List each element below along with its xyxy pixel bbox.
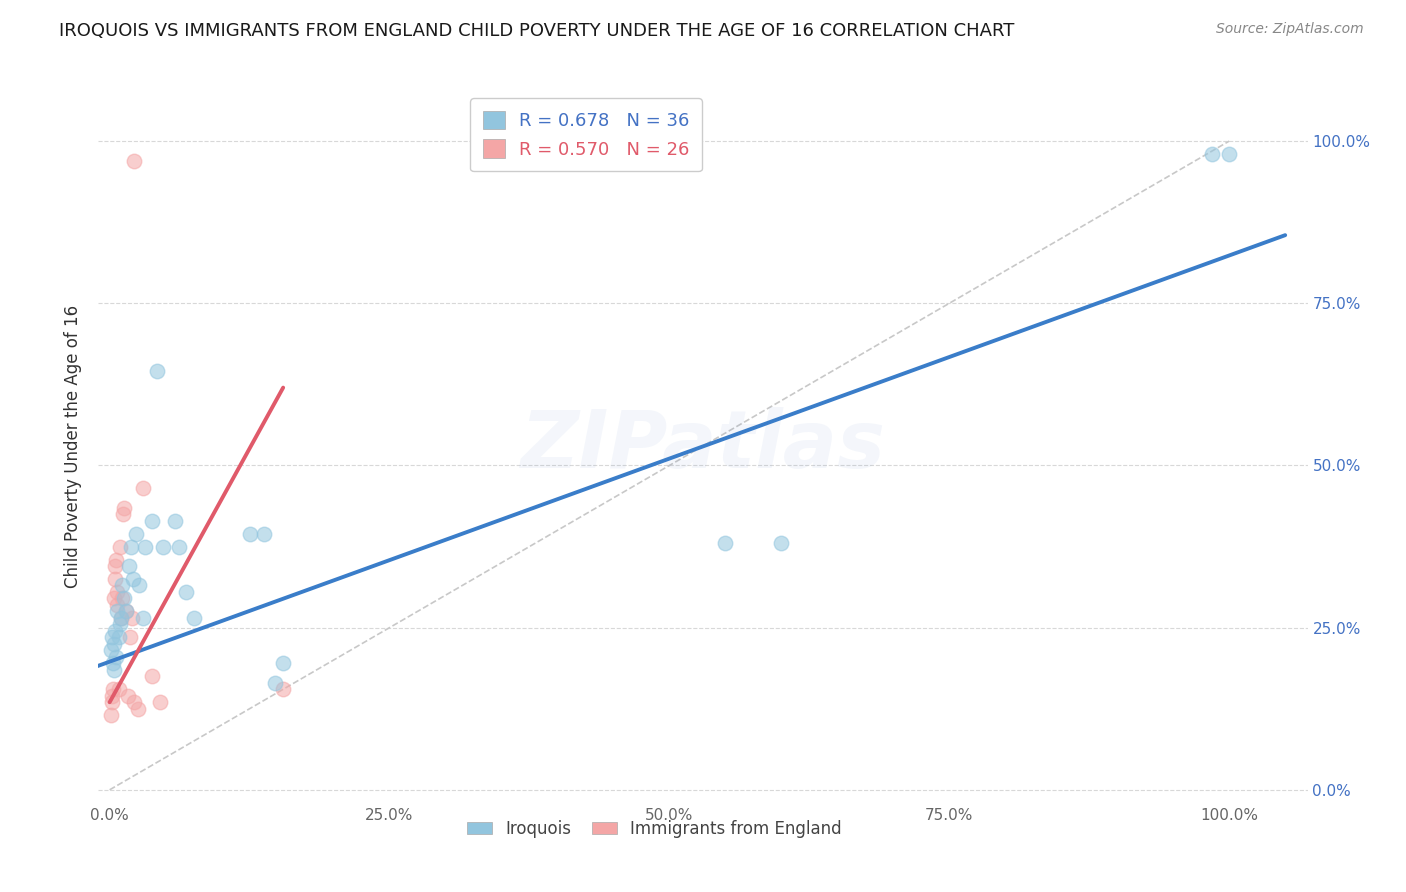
Point <box>107 604 129 618</box>
Legend: Iroquois, Immigrants from England: Iroquois, Immigrants from England <box>461 814 848 845</box>
Point <box>134 540 156 554</box>
Point <box>183 611 205 625</box>
Point <box>264 675 287 690</box>
Point <box>101 631 124 645</box>
Point <box>149 695 172 709</box>
Point <box>1201 147 1223 161</box>
Point <box>118 559 141 574</box>
Point <box>112 500 135 515</box>
Point <box>239 526 262 541</box>
Point <box>121 611 143 625</box>
Point <box>152 540 174 554</box>
Point <box>271 657 294 671</box>
Point <box>132 611 155 625</box>
Point <box>112 507 135 521</box>
Point <box>1218 147 1240 161</box>
Point <box>105 649 128 664</box>
Point <box>112 591 135 606</box>
Point <box>174 585 197 599</box>
Point <box>111 578 134 592</box>
Point <box>770 536 793 550</box>
Point <box>122 153 145 168</box>
Point <box>132 481 155 495</box>
Text: Source: ZipAtlas.com: Source: ZipAtlas.com <box>1216 22 1364 37</box>
Point <box>163 514 186 528</box>
Point <box>122 695 145 709</box>
Point <box>117 689 139 703</box>
Point <box>122 572 145 586</box>
Point <box>103 637 125 651</box>
Point <box>101 657 124 671</box>
Text: IROQUOIS VS IMMIGRANTS FROM ENGLAND CHILD POVERTY UNDER THE AGE OF 16 CORRELATIO: IROQUOIS VS IMMIGRANTS FROM ENGLAND CHIL… <box>59 22 1014 40</box>
Point <box>125 526 148 541</box>
Point <box>141 669 163 683</box>
Point <box>271 682 294 697</box>
Point <box>103 591 125 606</box>
Point <box>115 604 138 618</box>
Text: ZIPatlas: ZIPatlas <box>520 407 886 485</box>
Point <box>100 708 122 723</box>
Point <box>100 643 122 657</box>
Point <box>120 540 142 554</box>
Point <box>107 585 129 599</box>
Point <box>107 598 129 612</box>
Point <box>714 536 737 550</box>
Point <box>108 540 131 554</box>
Point <box>128 578 150 592</box>
Point <box>105 552 128 566</box>
Point <box>111 591 134 606</box>
Point <box>101 689 124 703</box>
Point <box>115 604 138 618</box>
Point <box>253 526 276 541</box>
Point <box>104 624 127 638</box>
Y-axis label: Child Poverty Under the Age of 16: Child Poverty Under the Age of 16 <box>65 304 83 588</box>
Point <box>110 611 132 625</box>
Point <box>104 559 127 574</box>
Point <box>118 631 141 645</box>
Point <box>108 617 131 632</box>
Point <box>107 631 129 645</box>
Point <box>127 702 149 716</box>
Point <box>101 695 124 709</box>
Point <box>107 682 129 697</box>
Point <box>104 572 127 586</box>
Point <box>110 611 132 625</box>
Point <box>103 663 125 677</box>
Point <box>141 514 163 528</box>
Point <box>145 364 167 378</box>
Point <box>167 540 190 554</box>
Point <box>101 682 124 697</box>
